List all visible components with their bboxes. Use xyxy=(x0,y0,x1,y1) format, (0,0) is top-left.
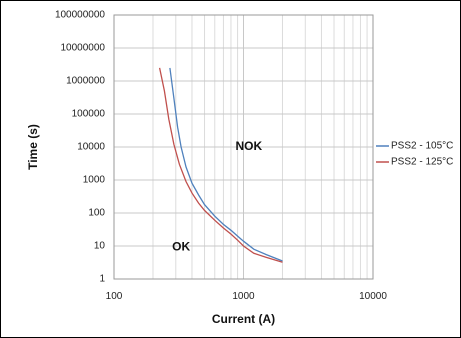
x-tick-label: 100 xyxy=(106,291,123,302)
series-line-1 xyxy=(158,67,283,263)
x-tick-label: 1000 xyxy=(232,291,255,302)
legend-label-0: PSS2 - 105°C xyxy=(391,141,453,152)
y-tick-label: 1000000 xyxy=(66,76,105,87)
y-axis-title: Time (s) xyxy=(26,124,40,170)
series-line-0 xyxy=(169,67,283,262)
y-tick-label: 10000 xyxy=(77,142,105,153)
y-tick-label: 10000000 xyxy=(61,43,106,54)
series-layer xyxy=(158,67,283,263)
region-label-ok: OK xyxy=(172,240,190,254)
legend-label-1: PSS2 - 125°C xyxy=(391,157,453,168)
axis-ticks: 1 10 100 1000 10000 100000 1000000 10000000 1000… xyxy=(55,10,387,302)
region-label-nok: NOK xyxy=(236,139,263,153)
plot-area-border xyxy=(113,14,374,280)
x-tick-label: 10000 xyxy=(359,291,387,302)
grid xyxy=(113,14,373,280)
annotations: NOK OK xyxy=(172,139,262,254)
y-tick-label: 10 xyxy=(94,241,106,252)
x-axis-title: Current (A) xyxy=(212,312,275,326)
y-tick-label: 100000000 xyxy=(55,10,105,21)
y-tick-label: 100 xyxy=(88,208,105,219)
legend: PSS2 - 105°C PSS2 - 125°C xyxy=(376,141,453,168)
y-tick-label: 100000 xyxy=(72,109,106,120)
y-tick-label: 1 xyxy=(99,274,105,285)
y-tick-label: 1000 xyxy=(83,175,106,186)
